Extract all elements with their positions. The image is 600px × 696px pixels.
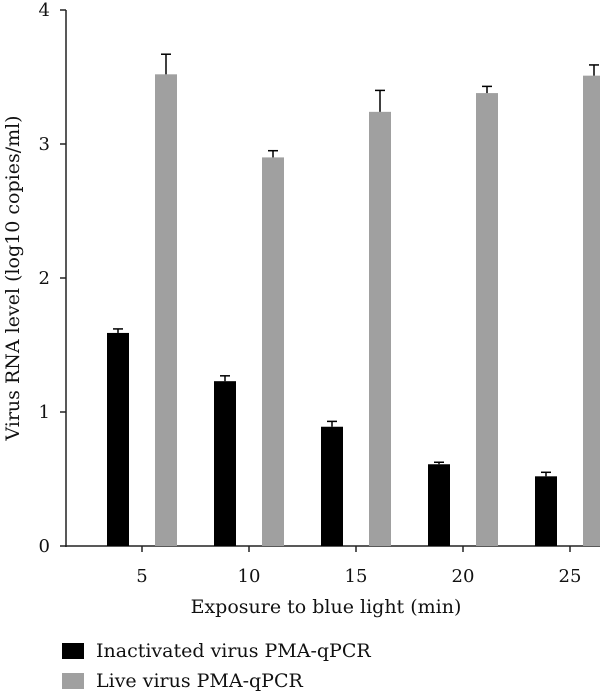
legend-label-live: Live virus PMA-qPCR [96, 670, 303, 692]
x-tick-label: 25 [559, 566, 582, 587]
y-tick-label: 2 [39, 268, 50, 289]
y-tick-label: 0 [39, 536, 50, 557]
x-tick-label: 10 [238, 566, 261, 587]
x-tick-label: 15 [345, 566, 368, 587]
bar-live-5 [155, 74, 177, 546]
legend-swatch-inactivated [62, 643, 84, 659]
bar-live-15 [369, 111, 391, 546]
legend: Inactivated virus PMA-qPCR Live virus PM… [62, 636, 371, 696]
y-tick-label: 1 [39, 402, 50, 423]
bar-inactivated-25 [535, 476, 557, 546]
bar-live-25 [583, 75, 600, 546]
legend-item-live: Live virus PMA-qPCR [62, 666, 371, 696]
x-tick-label: 20 [452, 566, 475, 587]
legend-item-inactivated: Inactivated virus PMA-qPCR [62, 636, 371, 666]
bar-inactivated-5 [107, 332, 129, 546]
y-axis-title: Virus RNA level (log10 copies/ml) [2, 115, 24, 441]
legend-label-inactivated: Inactivated virus PMA-qPCR [96, 640, 371, 662]
y-tick-label: 4 [39, 0, 50, 21]
bar-inactivated-10 [214, 381, 236, 546]
x-axis-title: Exposure to blue light (min) [191, 596, 462, 618]
legend-swatch-live [62, 673, 84, 689]
bar-chart: 0 1 2 3 4 5 10 15 20 25 Exposure to blue light (m… [2, 0, 600, 618]
y-tick-label: 3 [39, 134, 50, 155]
bar-inactivated-20 [428, 464, 450, 546]
bar-live-20 [476, 93, 498, 546]
x-tick-label: 5 [136, 566, 147, 587]
bar-inactivated-15 [321, 426, 343, 546]
bar-live-10 [262, 157, 284, 546]
plot-area: 0 1 2 3 4 5 10 15 20 25 [39, 0, 600, 587]
